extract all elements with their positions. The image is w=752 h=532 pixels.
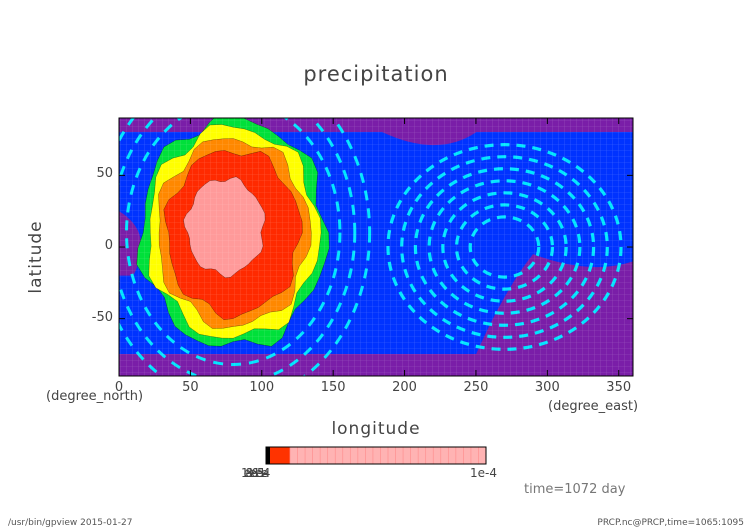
ytick-label-50: 50: [96, 166, 113, 182]
x-axis-units: (degree_east): [548, 399, 639, 414]
xtick-label-200: 200: [392, 380, 417, 395]
xtick-label-250: 250: [463, 380, 489, 395]
grid-overlay: [119, 118, 633, 376]
colorbar-label-dense: 1e-8 1e-6 1e-5 1e-4: [241, 466, 270, 480]
ytick-label-0: 0: [104, 238, 113, 253]
xtick-label-150: 150: [320, 380, 346, 395]
xtick-label-300: 300: [534, 380, 560, 395]
colorbar-label-max: 1e-4: [470, 466, 497, 480]
colorbar: [265, 446, 487, 465]
x-axis-label: longitude: [331, 419, 421, 439]
xtick-label-100: 100: [249, 380, 275, 395]
footer-source: PRCP.nc@PRCP,time=1065:1095: [597, 518, 744, 528]
plot-area: [119, 118, 633, 376]
axis-ticks: [118, 118, 633, 376]
xtick-label-350: 350: [606, 380, 632, 395]
xtick-label-0: 0: [114, 380, 124, 395]
chart-title: precipitation: [303, 62, 449, 86]
time-label: time=1072 day: [524, 482, 626, 497]
colorbar-frame: [265, 446, 487, 465]
y-axis-label: latitude: [26, 220, 46, 294]
colorbar-segment-1: [270, 447, 274, 464]
colorbar-segment-2: [274, 447, 290, 464]
colorbar-segment-0: [266, 447, 270, 464]
footer-command: /usr/bin/gpview 2015-01-27: [8, 518, 133, 528]
xtick-label-50: 50: [182, 380, 199, 395]
y-axis-units: (degree_north): [46, 389, 144, 404]
ytick-label--50: -50: [91, 309, 113, 325]
